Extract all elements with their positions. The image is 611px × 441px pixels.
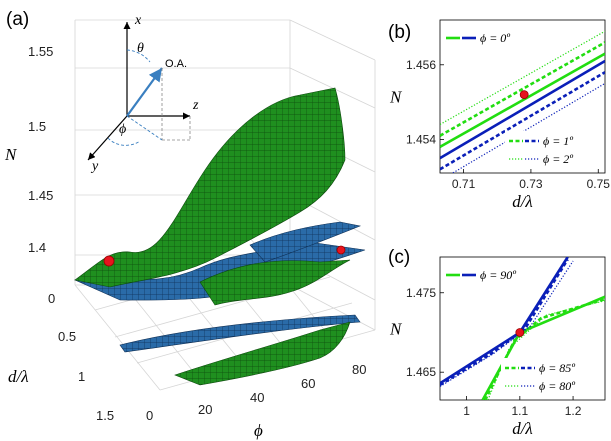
y-tick-label: 1.5	[96, 408, 114, 423]
z-tick-label: 1.5	[28, 119, 46, 134]
legend-box	[442, 28, 534, 48]
z-tick-label: 1.4	[28, 240, 46, 255]
y-tick-label: 0	[48, 291, 55, 306]
y-tick-label: 0.5	[58, 329, 76, 344]
inset-theta-label: θ	[137, 41, 144, 56]
series-line	[440, 260, 574, 388]
y-axis-label: N	[389, 88, 403, 107]
z-tick-label: 1.45	[28, 188, 53, 203]
inset-optic-axis-label: O.A.	[165, 58, 187, 70]
legend-label: ϕ = 90º	[480, 268, 516, 282]
x-tick-label: 80	[352, 362, 366, 377]
panel-a-surfaces	[73, 87, 366, 386]
x-tick-label: 60	[301, 376, 315, 391]
series-line	[484, 297, 605, 400]
y-axis-arrow	[87, 115, 128, 161]
series-group	[440, 30, 605, 173]
surface-blue-lower	[73, 239, 366, 301]
y-axis-label: d/λ	[8, 367, 29, 386]
x-axis-label: d/λ	[512, 192, 533, 211]
degeneracy-marker	[519, 90, 529, 100]
legend-box	[505, 131, 603, 169]
x-tick-label: 40	[250, 390, 264, 405]
optic-axis-arrow	[126, 67, 163, 117]
theta-arc	[126, 49, 151, 63]
surface-green-upper	[74, 87, 346, 288]
legend-box	[501, 358, 603, 396]
series-line	[440, 52, 605, 149]
panel-c-plot: 1 1.1 1.2 1.465 1.475 d/λ Nϕ = 90º ϕ = 85º ϕ = 8…	[389, 256, 606, 438]
x-tick-label: 0	[146, 408, 153, 423]
y-tick-label: 1.454	[406, 132, 436, 146]
surface-blue-right	[249, 221, 362, 263]
x-tick-label: 1.1	[511, 404, 528, 418]
legend-box	[442, 265, 538, 285]
y-tick-label: 1	[78, 369, 85, 384]
legend-label: ϕ = 1º	[543, 134, 573, 148]
x-tick-label: 0.73	[519, 177, 543, 191]
degeneracy-marker	[515, 328, 525, 337]
surface-green-bottom	[174, 321, 351, 386]
x-tick-label: 0.71	[452, 177, 476, 191]
inset-x-label: x	[134, 13, 142, 28]
projection-line	[126, 115, 163, 141]
x-tick-label: 20	[198, 402, 212, 417]
surface-blue-thin	[119, 314, 361, 353]
panel-c: (c) 1 1.1 1.2 1.465 1.475 d/λ Nϕ = 90º ϕ = 85º ϕ…	[388, 247, 606, 438]
series-line	[451, 82, 605, 173]
x-tick-label: 0.75	[587, 177, 611, 191]
panel-b-label: (b)	[388, 22, 411, 43]
legend-label: ϕ = 85º	[539, 361, 575, 375]
inset-phi-label: ϕ	[119, 122, 126, 137]
degeneracy-marker-a2	[336, 245, 346, 255]
panel-c-label: (c)	[388, 247, 410, 268]
x-tick-label: 1	[463, 404, 470, 418]
x-tick-label: 1.2	[565, 404, 582, 418]
series-line	[440, 71, 605, 171]
panel-a-label: (a)	[6, 9, 29, 30]
y-tick-label: 1.475	[406, 286, 436, 300]
coordinate-inset: x z y θ ϕ O.A.	[87, 13, 199, 174]
series-line	[487, 300, 605, 400]
x-axis-label: ϕ	[254, 421, 263, 440]
legend-label: ϕ = 80º	[539, 379, 575, 393]
legend-label: ϕ = 0º	[480, 31, 510, 45]
y-tick-label: 1.465	[406, 365, 436, 379]
panel-b: (b) 0.71 0.73 0.75 1.454 1.456 d/λ Nϕ = 0º ϕ = …	[388, 19, 611, 211]
series-line	[440, 41, 605, 137]
x-axis-label: d/λ	[512, 419, 533, 438]
z-axis-label: N	[4, 145, 18, 164]
legend-label: ϕ = 2º	[543, 152, 573, 166]
panel-b-plot: 0.71 0.73 0.75 1.454 1.456 d/λ Nϕ = 0º ϕ = 1º ϕ …	[389, 19, 611, 211]
inset-y-label: y	[90, 159, 99, 174]
degeneracy-marker-a1	[103, 255, 115, 267]
surface-green-mid	[199, 259, 351, 306]
y-tick-label: 1.456	[406, 58, 436, 72]
y-axis-label: N	[389, 320, 403, 339]
phi-arc	[107, 137, 141, 146]
inset-z-label: z	[192, 98, 199, 113]
panel-a: (a)	[4, 9, 376, 440]
z-tick-label: 1.55	[28, 44, 53, 59]
series-line	[440, 59, 605, 160]
